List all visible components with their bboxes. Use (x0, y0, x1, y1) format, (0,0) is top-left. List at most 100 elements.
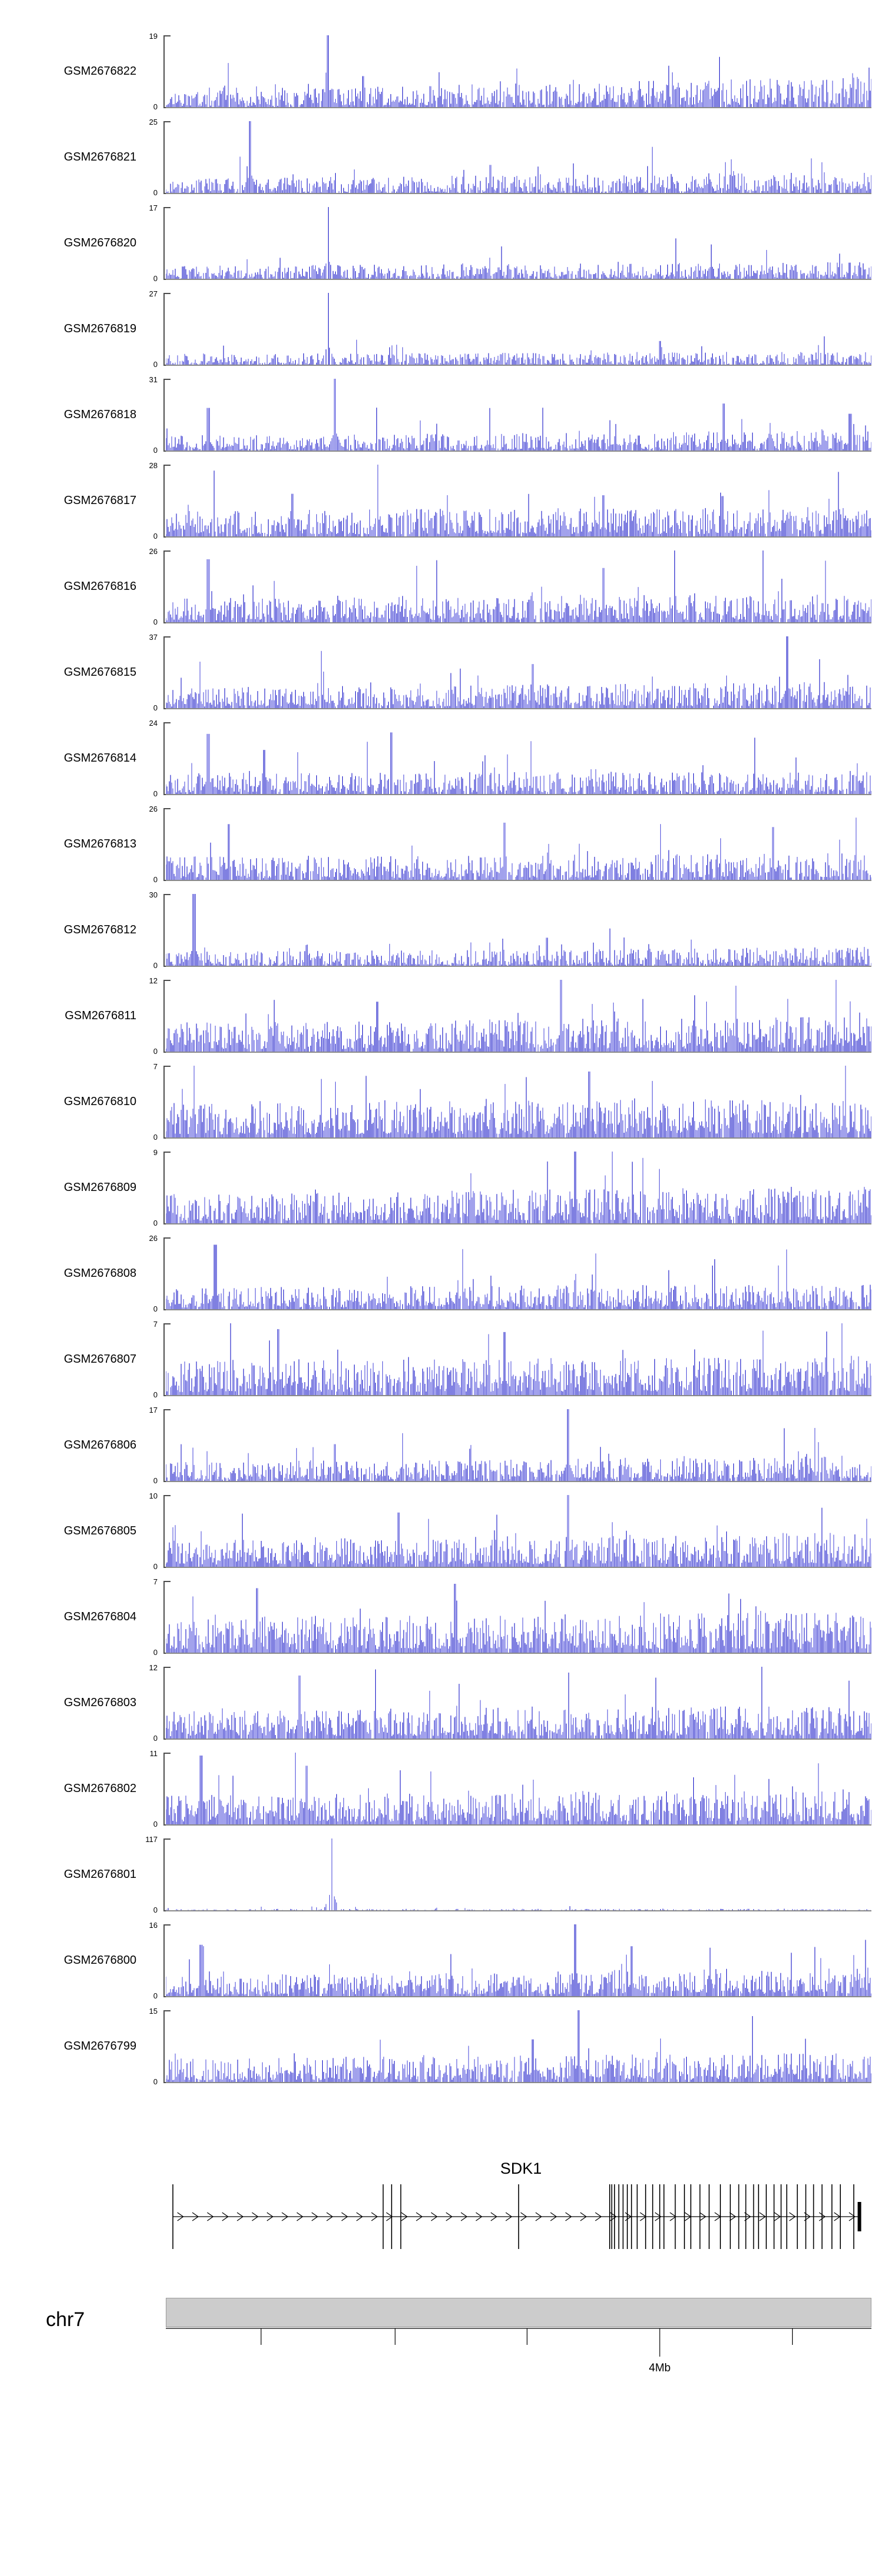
coverage-baseline (166, 1739, 871, 1740)
coverage-plot-area (166, 1753, 871, 1826)
y-axis-max-label: 7 (153, 1062, 158, 1071)
coverage-baseline (166, 1052, 871, 1053)
coverage-plot-area (166, 550, 871, 623)
coverage-plot-area (166, 1495, 871, 1568)
track-y-axis (163, 636, 165, 709)
track-sample-label: GSM2676811 (65, 1009, 136, 1022)
chromosome-bar[interactable] (166, 2298, 871, 2327)
y-axis-zero-label: 0 (153, 1820, 158, 1828)
coverage-plot-area (166, 379, 871, 452)
coverage-baseline (166, 1996, 871, 1997)
coverage-plot-area (166, 1667, 871, 1740)
track-sample-label: GSM2676816 (64, 580, 136, 593)
coverage-track: GSM2676822 19 0 (0, 32, 882, 111)
y-axis-zero-label: 0 (153, 618, 158, 626)
y-axis-max-label: 25 (149, 118, 158, 126)
track-y-axis (163, 1753, 165, 1826)
y-axis-max-label: 26 (149, 547, 158, 556)
coverage-track: GSM2676803 12 0 (0, 1664, 882, 1742)
coverage-plot-area (166, 2010, 871, 2083)
y-axis-max-label: 26 (149, 1234, 158, 1243)
track-sample-label: GSM2676817 (64, 494, 136, 507)
track-sample-label: GSM2676809 (64, 1181, 136, 1194)
coverage-track: GSM2676811 12 0 (0, 977, 882, 1056)
coverage-track: GSM2676810 7 0 (0, 1062, 882, 1141)
track-y-axis (163, 1409, 165, 1482)
y-axis-max-tick (163, 722, 171, 723)
coverage-bars (166, 808, 871, 881)
y-axis-max-tick (163, 2010, 171, 2011)
y-axis-max-tick (163, 1409, 171, 1410)
y-axis-zero-label: 0 (153, 532, 158, 540)
y-axis-max-label: 7 (153, 1577, 158, 1586)
coverage-baseline (166, 1824, 871, 1826)
track-sample-label: GSM2676821 (64, 151, 136, 163)
coverage-bars (166, 121, 871, 194)
coverage-bars (166, 1667, 871, 1740)
coverage-baseline (166, 536, 871, 538)
coverage-bars (166, 722, 871, 795)
y-axis-zero-label: 0 (153, 1304, 158, 1313)
track-sample-label: GSM2676812 (64, 923, 136, 936)
track-sample-label: GSM2676803 (64, 1696, 136, 1709)
coverage-baseline (166, 966, 871, 967)
y-axis-max-label: 9 (153, 1148, 158, 1157)
coverage-plot-area (166, 1409, 871, 1482)
coverage-bars (166, 293, 871, 366)
coverage-track: GSM2676820 17 0 (0, 204, 882, 283)
track-y-axis (163, 1924, 165, 1997)
y-axis-zero-label: 0 (153, 789, 158, 798)
coverage-track: GSM2676800 16 0 (0, 1921, 882, 2000)
track-y-axis (163, 293, 165, 366)
coverage-plot-area (166, 1066, 871, 1139)
track-sample-label: GSM2676822 (64, 65, 136, 78)
coverage-plot-area (166, 636, 871, 709)
track-sample-label: GSM2676810 (64, 1095, 136, 1108)
track-sample-label: GSM2676802 (64, 1782, 136, 1795)
coverage-track: GSM2676817 28 0 (0, 462, 882, 540)
y-axis-zero-label: 0 (153, 1047, 158, 1056)
y-axis-max-label: 26 (149, 805, 158, 813)
track-y-axis (163, 722, 165, 795)
y-axis-max-label: 30 (149, 890, 158, 899)
coverage-bars (166, 894, 871, 967)
y-axis-max-tick (163, 1152, 171, 1153)
y-axis-zero-label: 0 (153, 1219, 158, 1227)
coverage-bars (166, 465, 871, 538)
y-axis-max-label: 19 (149, 32, 158, 41)
track-y-axis (163, 2010, 165, 2083)
coverage-bars (166, 1495, 871, 1568)
track-sample-label: GSM2676818 (64, 408, 136, 421)
y-axis-zero-label: 0 (153, 274, 158, 283)
y-axis-max-tick (163, 465, 171, 466)
y-axis-max-tick (163, 636, 171, 638)
coverage-baseline (166, 279, 871, 280)
y-axis-max-tick (163, 808, 171, 809)
track-y-axis (163, 894, 165, 967)
track-y-axis (163, 550, 165, 623)
y-axis-max-tick (163, 293, 171, 294)
coverage-bars (166, 2010, 871, 2083)
track-y-axis (163, 1066, 165, 1139)
track-sample-label: GSM2676819 (64, 322, 136, 335)
y-axis-max-label: 24 (149, 719, 158, 728)
track-y-axis (163, 1237, 165, 1310)
y-axis-max-tick (163, 1323, 171, 1324)
coverage-baseline (166, 880, 871, 881)
coverage-bars (166, 1409, 871, 1482)
y-axis-zero-label: 0 (153, 703, 158, 712)
chromosome-ideogram-track: chr7 4Mb (0, 2287, 882, 2405)
coverage-bars (166, 550, 871, 623)
track-y-axis (163, 980, 165, 1053)
coverage-track: GSM2676801 117 0 (0, 1836, 882, 1914)
y-axis-zero-label: 0 (153, 2077, 158, 2086)
axis-position-label: 4Mb (649, 2362, 671, 2374)
coverage-baseline (166, 1309, 871, 1310)
gene-model-graphic (172, 2184, 861, 2249)
y-axis-max-tick (163, 1581, 171, 1582)
y-axis-max-label: 16 (149, 1921, 158, 1930)
coverage-bars (166, 379, 871, 452)
coverage-track: GSM2676807 7 0 (0, 1320, 882, 1399)
coverage-plot-area (166, 1581, 871, 1654)
coverage-track: GSM2676813 26 0 (0, 805, 882, 883)
